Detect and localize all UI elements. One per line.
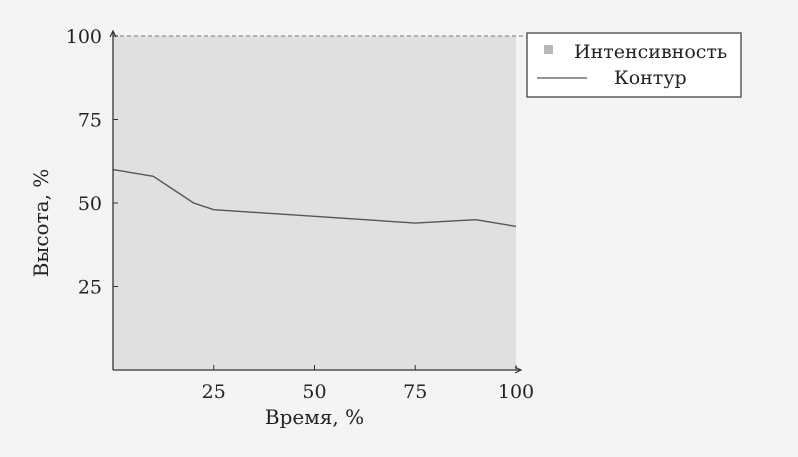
x-axis-title: Время, %: [265, 405, 364, 429]
series-intensity-area: [113, 36, 516, 370]
y-tick-label: 25: [78, 277, 102, 299]
y-tick-label: 75: [78, 110, 102, 132]
y-tick-label: 100: [66, 26, 102, 48]
plot-area: [112, 36, 517, 370]
x-tick-label: 50: [302, 381, 326, 403]
series-contour-line: [112, 168, 517, 228]
x-tick-label: 25: [202, 381, 226, 403]
y-axis-arrow: [109, 29, 117, 38]
axes: 25 50 75 100 25 50 75 100 Время, % Высота, %: [29, 26, 534, 429]
y-tick-label: 50: [78, 193, 102, 215]
legend-label-contour: Контур: [614, 67, 687, 89]
legend-box: [526, 32, 742, 98]
x-axis-arrow: [514, 366, 523, 374]
legend-swatch-intensity: [544, 45, 553, 54]
x-tick-label: 75: [403, 381, 427, 403]
legend: Интенсивность Контур: [526, 32, 742, 98]
y-axis-title: Высота, %: [29, 169, 53, 278]
legend-label-intensity: Интенсивность: [574, 41, 727, 63]
x-tick-label: 100: [498, 381, 534, 403]
